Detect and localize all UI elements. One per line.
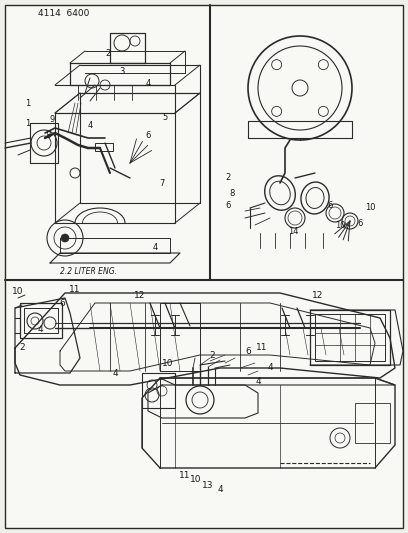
Bar xyxy=(20,303,62,338)
Text: 12: 12 xyxy=(134,290,146,300)
Text: 2.2 LITER ENG.: 2.2 LITER ENG. xyxy=(60,266,117,276)
Text: 6: 6 xyxy=(245,346,251,356)
Bar xyxy=(24,308,58,333)
Text: 9: 9 xyxy=(49,116,55,125)
Text: 8: 8 xyxy=(229,189,235,198)
Text: 6: 6 xyxy=(327,200,333,209)
Text: 2: 2 xyxy=(209,351,215,359)
Bar xyxy=(95,143,113,151)
Circle shape xyxy=(61,234,69,242)
Text: 2: 2 xyxy=(19,343,25,351)
Text: 10: 10 xyxy=(335,222,345,230)
Text: 4114  6400: 4114 6400 xyxy=(38,10,89,19)
Text: 4: 4 xyxy=(145,78,151,87)
Text: 8: 8 xyxy=(45,131,51,140)
Text: 11: 11 xyxy=(69,285,81,294)
Text: 10: 10 xyxy=(190,475,202,484)
Text: 11: 11 xyxy=(179,471,191,480)
Text: 4: 4 xyxy=(37,326,43,335)
Text: 2: 2 xyxy=(105,49,111,58)
Text: 4: 4 xyxy=(267,364,273,373)
Text: 6: 6 xyxy=(225,200,231,209)
Text: 4: 4 xyxy=(152,244,157,253)
Text: 5: 5 xyxy=(162,114,168,123)
Text: 10: 10 xyxy=(162,359,174,367)
Text: 6: 6 xyxy=(59,298,65,308)
Text: 2: 2 xyxy=(225,174,231,182)
Bar xyxy=(315,314,385,361)
Text: 7: 7 xyxy=(159,179,165,188)
Text: 14: 14 xyxy=(288,227,298,236)
Text: 4: 4 xyxy=(255,376,261,385)
Text: 3: 3 xyxy=(119,67,125,76)
Text: 11: 11 xyxy=(256,343,268,352)
Text: 10: 10 xyxy=(365,204,375,213)
Bar xyxy=(310,310,390,365)
Text: 12: 12 xyxy=(312,292,324,301)
Text: 1: 1 xyxy=(25,99,31,108)
Text: 1: 1 xyxy=(25,118,31,127)
Text: 6: 6 xyxy=(357,219,363,228)
Text: 4: 4 xyxy=(87,120,93,130)
Text: 4: 4 xyxy=(112,368,118,377)
Text: 6: 6 xyxy=(145,131,151,140)
Text: 10: 10 xyxy=(12,287,24,295)
Text: 13: 13 xyxy=(202,481,214,489)
Bar xyxy=(355,403,390,443)
Text: 4: 4 xyxy=(217,486,223,495)
